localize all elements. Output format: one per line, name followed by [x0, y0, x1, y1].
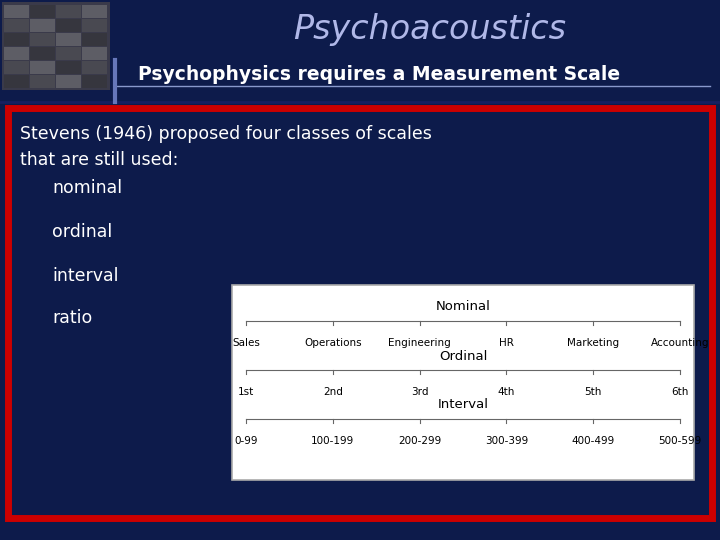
Bar: [56, 75, 81, 88]
Text: Ordinal: Ordinal: [438, 349, 487, 362]
Bar: [4, 47, 29, 60]
Text: Stevens (1946) proposed four classes of scales
that are still used:: Stevens (1946) proposed four classes of …: [20, 125, 432, 170]
Text: 3rd: 3rd: [411, 387, 428, 397]
Text: 300-399: 300-399: [485, 436, 528, 446]
Bar: [30, 33, 55, 46]
Bar: [56, 61, 81, 74]
Bar: [56, 47, 81, 60]
Bar: [56, 19, 81, 32]
Bar: [30, 5, 55, 18]
Bar: [30, 75, 55, 88]
Bar: [82, 5, 107, 18]
Bar: [8, 108, 712, 518]
Bar: [4, 33, 29, 46]
Text: 500-599: 500-599: [658, 436, 701, 446]
Text: Psychoacoustics: Psychoacoustics: [294, 14, 567, 46]
Text: Sales: Sales: [232, 338, 260, 348]
Text: Interval: Interval: [438, 399, 488, 411]
Bar: [4, 19, 29, 32]
Bar: [4, 75, 29, 88]
Text: Nominal: Nominal: [436, 300, 490, 314]
Text: 0-99: 0-99: [234, 436, 258, 446]
Bar: [82, 19, 107, 32]
Bar: [56, 5, 81, 18]
Text: Engineering: Engineering: [388, 338, 451, 348]
Bar: [2, 2, 110, 90]
Bar: [30, 19, 55, 32]
Text: Operations: Operations: [304, 338, 361, 348]
Text: Psychophysics requires a Measurement Scale: Psychophysics requires a Measurement Sca…: [138, 64, 620, 84]
Text: 5th: 5th: [585, 387, 602, 397]
Bar: [56, 33, 81, 46]
Text: interval: interval: [52, 267, 119, 285]
Bar: [30, 47, 55, 60]
Text: nominal: nominal: [52, 179, 122, 197]
Bar: [30, 61, 55, 74]
Bar: [82, 75, 107, 88]
Text: Marketing: Marketing: [567, 338, 619, 348]
Bar: [82, 47, 107, 60]
Text: 400-499: 400-499: [572, 436, 615, 446]
Text: 100-199: 100-199: [311, 436, 354, 446]
Text: 200-299: 200-299: [398, 436, 441, 446]
Text: 4th: 4th: [498, 387, 515, 397]
Bar: [4, 61, 29, 74]
Bar: [82, 61, 107, 74]
Bar: [4, 5, 29, 18]
Text: 1st: 1st: [238, 387, 254, 397]
Text: Accounting: Accounting: [651, 338, 709, 348]
Text: ordinal: ordinal: [52, 223, 112, 241]
Text: 6th: 6th: [671, 387, 689, 397]
Text: HR: HR: [499, 338, 514, 348]
Text: ratio: ratio: [52, 309, 92, 327]
Bar: [82, 33, 107, 46]
Bar: [232, 285, 694, 480]
Text: 2nd: 2nd: [323, 387, 343, 397]
